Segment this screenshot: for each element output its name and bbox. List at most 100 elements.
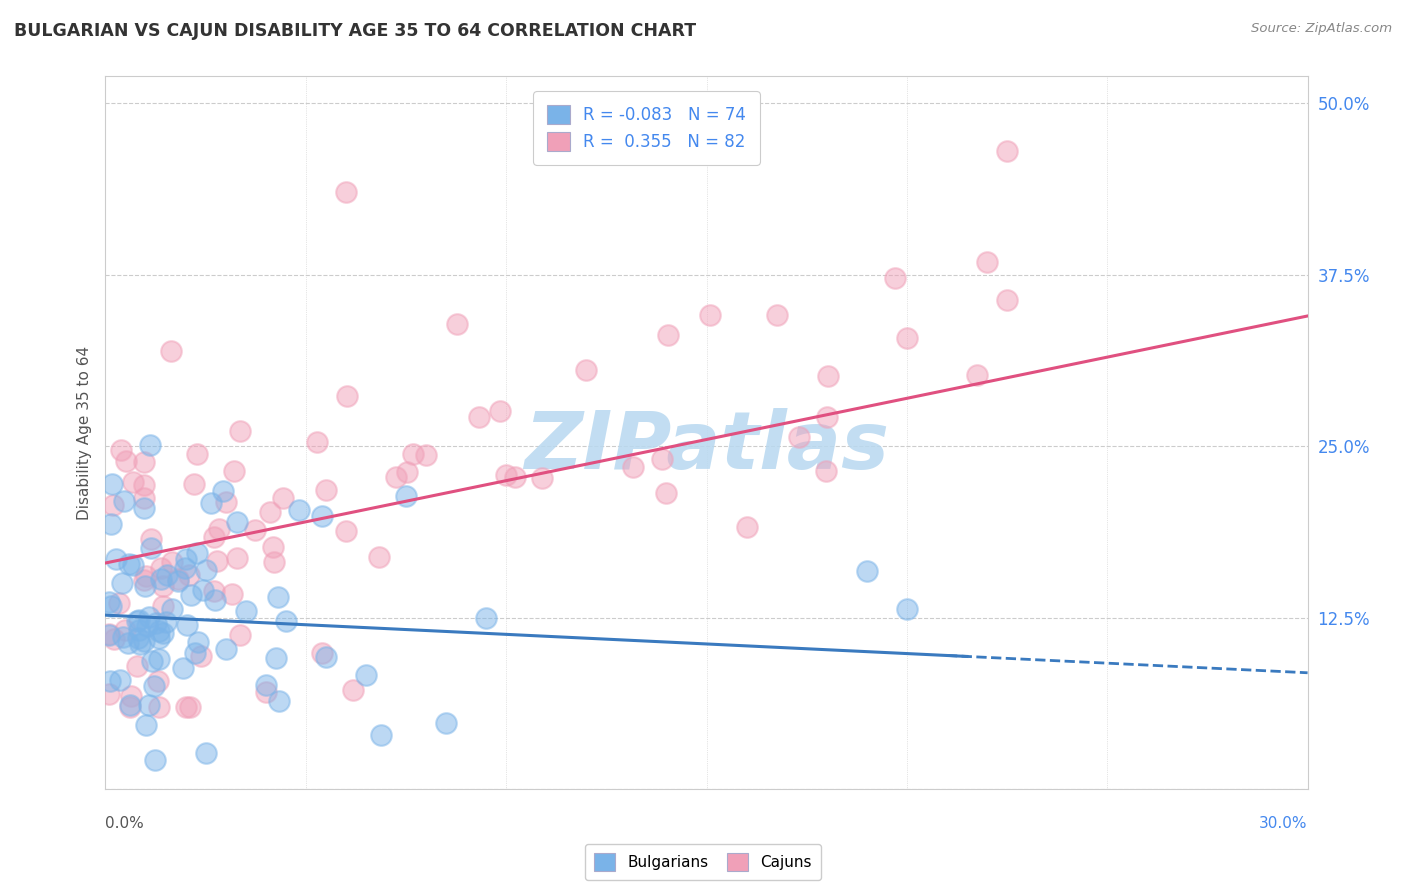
- Y-axis label: Disability Age 35 to 64: Disability Age 35 to 64: [76, 345, 91, 520]
- Point: [148, 631, 170, 645]
- Point: [995, 293, 1018, 307]
- Text: 0.0%: 0.0%: [105, 816, 145, 830]
- Point: [160, 601, 183, 615]
- Point: [166, 572, 188, 586]
- Point: [160, 555, 183, 569]
- Point: [186, 447, 208, 461]
- Point: [307, 434, 329, 449]
- Point: [159, 344, 181, 359]
- Point: [179, 700, 201, 714]
- Point: [118, 698, 141, 712]
- Point: [263, 555, 285, 569]
- Point: [176, 618, 198, 632]
- Point: [368, 550, 391, 565]
- Point: [183, 646, 205, 660]
- Point: [370, 728, 392, 742]
- Point: [98, 627, 121, 641]
- Point: [114, 623, 136, 637]
- Point: [155, 615, 177, 630]
- Point: [135, 569, 157, 583]
- Point: [148, 624, 170, 638]
- Point: [138, 609, 160, 624]
- Point: [207, 522, 229, 536]
- Point: [156, 568, 179, 582]
- Point: [262, 541, 284, 555]
- Point: [202, 530, 225, 544]
- Point: [817, 369, 839, 384]
- Point: [180, 588, 202, 602]
- Point: [488, 404, 510, 418]
- Point: [621, 460, 644, 475]
- Point: [194, 746, 217, 760]
- Point: [475, 611, 498, 625]
- Legend: Bulgarians, Cajuns: Bulgarians, Cajuns: [585, 844, 821, 880]
- Point: [896, 331, 918, 345]
- Point: [134, 491, 156, 505]
- Point: [575, 363, 598, 377]
- Point: [111, 630, 134, 644]
- Point: [267, 590, 290, 604]
- Point: [200, 496, 222, 510]
- Point: [214, 495, 236, 509]
- Point: [134, 573, 156, 587]
- Point: [976, 255, 998, 269]
- Point: [127, 631, 149, 645]
- Point: [530, 471, 553, 485]
- Point: [274, 614, 297, 628]
- Legend: R = -0.083   N = 74, R =  0.355   N = 82: R = -0.083 N = 74, R = 0.355 N = 82: [533, 91, 759, 165]
- Point: [146, 674, 169, 689]
- Text: Source: ZipAtlas.com: Source: ZipAtlas.com: [1251, 22, 1392, 36]
- Point: [115, 454, 138, 468]
- Point: [122, 475, 145, 489]
- Point: [139, 438, 162, 452]
- Point: [98, 674, 121, 689]
- Point: [228, 628, 250, 642]
- Point: [221, 587, 243, 601]
- Point: [235, 604, 257, 618]
- Point: [243, 523, 266, 537]
- Point: [108, 596, 131, 610]
- Point: [145, 753, 167, 767]
- Point: [136, 619, 159, 633]
- Point: [315, 649, 337, 664]
- Point: [966, 368, 988, 382]
- Point: [468, 410, 491, 425]
- Point: [174, 551, 197, 566]
- Point: [204, 593, 226, 607]
- Point: [172, 661, 194, 675]
- Point: [98, 628, 121, 642]
- Point: [194, 564, 217, 578]
- Point: [815, 409, 838, 424]
- Point: [205, 554, 228, 568]
- Point: [259, 505, 281, 519]
- Point: [174, 561, 197, 575]
- Point: [143, 679, 166, 693]
- Point: [110, 443, 132, 458]
- Point: [127, 658, 149, 673]
- Point: [226, 551, 249, 566]
- Point: [134, 579, 156, 593]
- Point: [699, 308, 721, 322]
- Point: [311, 646, 333, 660]
- Point: [271, 491, 294, 505]
- Point: [287, 503, 309, 517]
- Point: [150, 572, 173, 586]
- Point: [100, 516, 122, 531]
- Point: [354, 668, 377, 682]
- Point: [111, 576, 134, 591]
- Point: [141, 654, 163, 668]
- Point: [335, 524, 357, 539]
- Point: [735, 520, 758, 534]
- Point: [139, 541, 162, 556]
- Point: [267, 694, 290, 708]
- Point: [117, 635, 139, 649]
- Point: [815, 464, 838, 478]
- Point: [495, 467, 517, 482]
- Point: [311, 508, 333, 523]
- Point: [415, 448, 437, 462]
- Point: [336, 389, 359, 403]
- Point: [132, 478, 155, 492]
- Point: [108, 673, 131, 687]
- Text: BULGARIAN VS CAJUN DISABILITY AGE 35 TO 64 CORRELATION CHART: BULGARIAN VS CAJUN DISABILITY AGE 35 TO …: [14, 22, 696, 40]
- Point: [101, 477, 124, 491]
